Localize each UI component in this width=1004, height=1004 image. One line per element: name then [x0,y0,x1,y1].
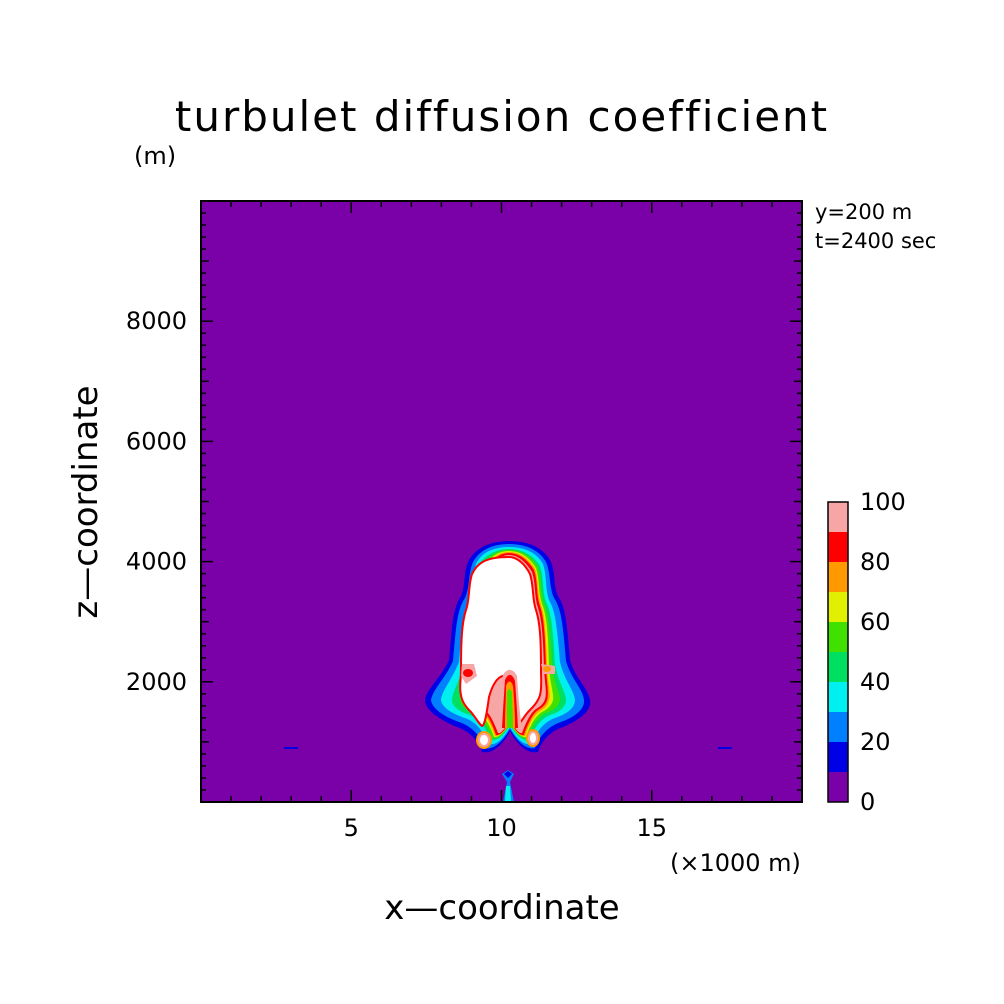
speck-right [718,747,732,749]
side-blob-left-core [463,669,473,677]
surface-jet-inner [505,786,511,802]
colorbar-swatch [828,652,848,682]
colorbar [827,501,849,803]
colorbar-swatch [828,532,848,562]
colorbar-tick-label: 0 [860,788,875,816]
chart-title: turbulet diffusion coefficient [174,92,830,141]
y-axis-unit: (m) [134,142,177,170]
contour-above-max [460,557,542,726]
y-tick-label: 6000 [126,427,187,455]
colorbar-labels: 0 20 40 60 80 100 [860,488,906,816]
colorbar-swatch [828,772,848,802]
x-axis-label: x—coordinate [384,888,620,928]
colorbar-tick-label: 20 [860,728,891,756]
colorbar-swatch [828,742,848,772]
colorbar-tick-label: 60 [860,608,891,636]
plot-area [201,201,802,802]
x-tick-label: 5 [344,814,359,842]
y-tick-label: 4000 [126,548,187,576]
colorbar-swatch [828,622,848,652]
surface-jet-top [504,771,512,778]
colorbar-swatch [828,592,848,622]
x-axis-unit: (×1000 m) [670,849,801,877]
colorbar-swatch [828,502,848,532]
side-blob-right-core [543,666,551,672]
annotation-time: t=2400 sec [815,229,937,253]
stem-band-green [507,689,513,728]
y-tick-label: 8000 [126,307,187,335]
axis-tick-labels: 5 10 15 2000 4000 6000 8000 [126,307,667,842]
lobe-right-core [530,733,536,743]
colorbar-swatch [828,682,848,712]
lobe-left-core [480,735,488,745]
speck-left [284,747,298,749]
annotation-y-level: y=200 m [815,200,913,224]
x-tick-label: 15 [636,814,667,842]
colorbar-swatch [828,712,848,742]
y-tick-label: 2000 [126,668,187,696]
colorbar-tick-label: 100 [860,488,906,516]
colorbar-frame [827,501,849,803]
colorbar-tick-label: 80 [860,548,891,576]
axis-ticks [201,201,802,802]
colorbar-tick-label: 40 [860,668,891,696]
x-tick-label: 10 [486,814,517,842]
colorbar-swatch [828,562,848,592]
